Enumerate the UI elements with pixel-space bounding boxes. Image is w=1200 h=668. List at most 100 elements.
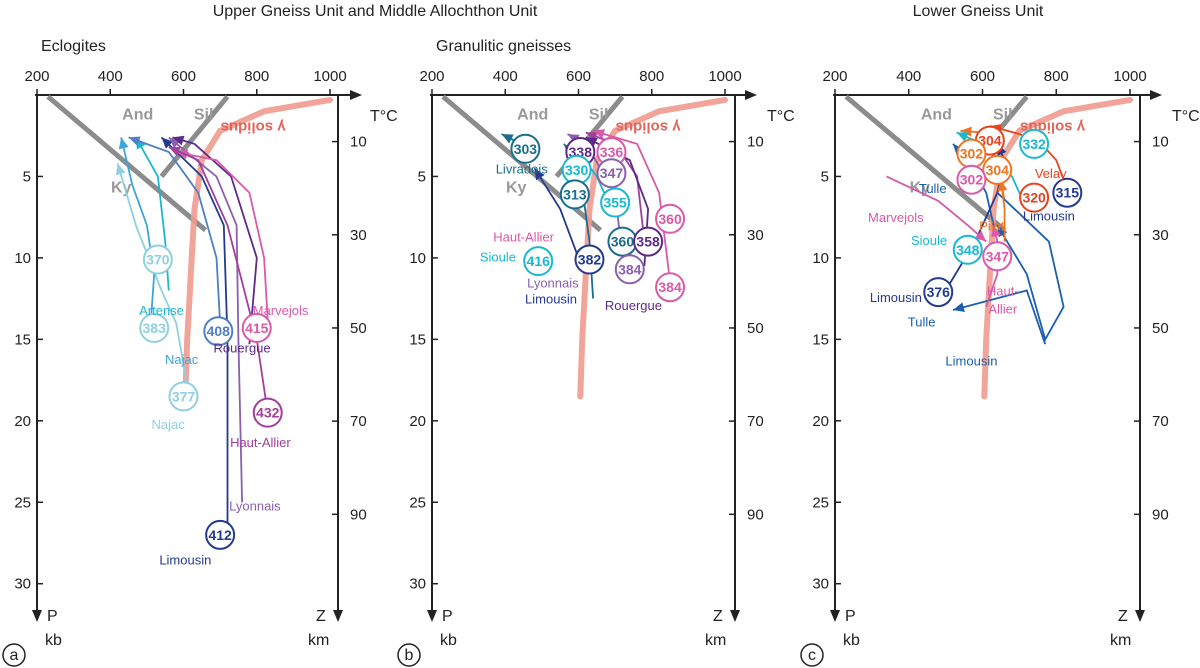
pt-path bbox=[952, 289, 1047, 345]
z-axis-arrowhead bbox=[1135, 610, 1145, 622]
age-marker bbox=[559, 179, 590, 210]
age-label: 377 bbox=[172, 388, 196, 404]
pt-path bbox=[592, 129, 671, 283]
location-label: Najac bbox=[165, 352, 199, 367]
location-label: Limousin bbox=[525, 292, 577, 307]
z-tick-label: 10 bbox=[1152, 134, 1169, 151]
age-marker bbox=[614, 254, 645, 285]
solidus-label: γ solidus bbox=[221, 118, 286, 135]
z-tick-label: 30 bbox=[1152, 227, 1169, 244]
p-tick-label: 30 bbox=[409, 576, 426, 593]
location-label: Marvejols bbox=[253, 303, 309, 318]
p-tick-label: 10 bbox=[409, 250, 426, 267]
x-axis-arrowhead bbox=[350, 90, 362, 100]
z-tick-label: 30 bbox=[350, 227, 367, 244]
panel-b: Granulitic gneisses 200 400 600 800 1000 T°C 5 1… bbox=[397, 38, 795, 667]
pt-path-arrowhead bbox=[960, 126, 972, 137]
location-label: Lyonnais bbox=[229, 499, 281, 514]
age-marker bbox=[982, 154, 1013, 185]
z-axis-title: Z bbox=[713, 608, 723, 625]
z-tick-label: 50 bbox=[1152, 320, 1169, 337]
age-label: 315 bbox=[1056, 185, 1080, 201]
granite-solidus-curve bbox=[577, 96, 728, 400]
pt-path-arrowhead bbox=[115, 163, 126, 176]
p-tick-label: 20 bbox=[812, 413, 829, 430]
age-marker bbox=[510, 133, 541, 164]
x-axis-title: T°C bbox=[1172, 108, 1200, 125]
location-label: Tulle bbox=[908, 314, 936, 329]
p-tick-label: 5 bbox=[821, 168, 829, 185]
x-axis-arrowhead bbox=[745, 90, 757, 100]
x-tick-label: 200 bbox=[419, 68, 444, 85]
panel-label: c bbox=[808, 647, 816, 664]
p-tick-label: 5 bbox=[23, 168, 31, 185]
x-tick-label: 600 bbox=[970, 68, 995, 85]
p-tick-label: 10 bbox=[812, 250, 829, 267]
panel-subtitle: Eclogites bbox=[41, 38, 106, 55]
pt-path bbox=[172, 136, 258, 345]
panel-c: 200 400 600 800 1000 T°C 5 10 15 20 25 30 Pkb 10 30 50 7… bbox=[800, 68, 1200, 667]
location-label: Haut-Allier bbox=[493, 230, 554, 245]
age-label: 360 bbox=[658, 211, 682, 227]
x-tick-label: 800 bbox=[1044, 68, 1069, 85]
age-marker bbox=[168, 381, 199, 412]
location-label: Haut-Allier bbox=[230, 435, 291, 450]
age-label: 320 bbox=[1022, 190, 1046, 206]
z-tick-label: 90 bbox=[350, 506, 367, 523]
p-axis-unit: kb bbox=[440, 632, 457, 649]
pt-path-arrowhead bbox=[956, 132, 969, 142]
age-label: 376 bbox=[927, 284, 951, 300]
x-tick-label: 1000 bbox=[1113, 68, 1146, 85]
pt-path-arrowhead bbox=[128, 136, 141, 146]
age-marker bbox=[139, 312, 170, 343]
age-label: 336 bbox=[600, 144, 624, 160]
age-marker bbox=[205, 519, 236, 550]
x-tick-label: 400 bbox=[493, 68, 518, 85]
panel-label-circle bbox=[2, 643, 26, 667]
x-axis-title: T°C bbox=[767, 108, 795, 125]
pt-path-arrowhead bbox=[168, 147, 181, 157]
p-tick-label: 20 bbox=[14, 413, 31, 430]
location-label: Tulle bbox=[919, 181, 947, 196]
z-axis-arrowhead bbox=[730, 610, 740, 622]
p-tick-label: 15 bbox=[409, 331, 426, 348]
p-tick-label: 25 bbox=[14, 494, 31, 511]
age-marker bbox=[596, 158, 627, 189]
age-label: 347 bbox=[600, 165, 624, 181]
x-tick-label: 600 bbox=[171, 68, 196, 85]
age-marker bbox=[1052, 177, 1083, 208]
pt-path bbox=[160, 136, 229, 526]
z-tick-label: 70 bbox=[1152, 413, 1169, 430]
location-label: Marvejols bbox=[868, 210, 924, 225]
location-label: Limousin bbox=[159, 552, 211, 567]
age-marker bbox=[241, 312, 272, 343]
panel-label: b bbox=[405, 647, 414, 664]
pt-path bbox=[886, 175, 987, 243]
z-tick-label: 30 bbox=[747, 227, 764, 244]
pt-path bbox=[176, 151, 269, 320]
field-and: And bbox=[122, 106, 153, 123]
x-tick-label: 400 bbox=[896, 68, 921, 85]
location-label: Rouergue bbox=[605, 298, 662, 313]
p-axis-unit: kb bbox=[843, 632, 860, 649]
age-label: 304 bbox=[978, 133, 1002, 149]
age-label: 370 bbox=[146, 252, 170, 268]
field-and: And bbox=[517, 106, 548, 123]
age-label: 384 bbox=[658, 279, 682, 295]
age-label: 347 bbox=[986, 248, 1010, 264]
location-label: Sioule bbox=[480, 249, 516, 264]
z-axis-title: Z bbox=[1118, 608, 1128, 625]
pt-path bbox=[128, 136, 221, 324]
x-tick-label: 1000 bbox=[708, 68, 741, 85]
field-sil: Sil bbox=[194, 106, 214, 123]
pt-path-arrowhead bbox=[997, 179, 1008, 192]
age-marker bbox=[252, 397, 283, 428]
x-tick-label: 400 bbox=[98, 68, 123, 85]
and-sil-boundary bbox=[159, 95, 230, 179]
z-tick-label: 50 bbox=[747, 320, 764, 337]
x-axis-arrowhead bbox=[1150, 90, 1162, 100]
p-axis-arrowhead bbox=[32, 610, 42, 622]
age-marker bbox=[952, 234, 983, 265]
age-label: 330 bbox=[565, 162, 589, 178]
